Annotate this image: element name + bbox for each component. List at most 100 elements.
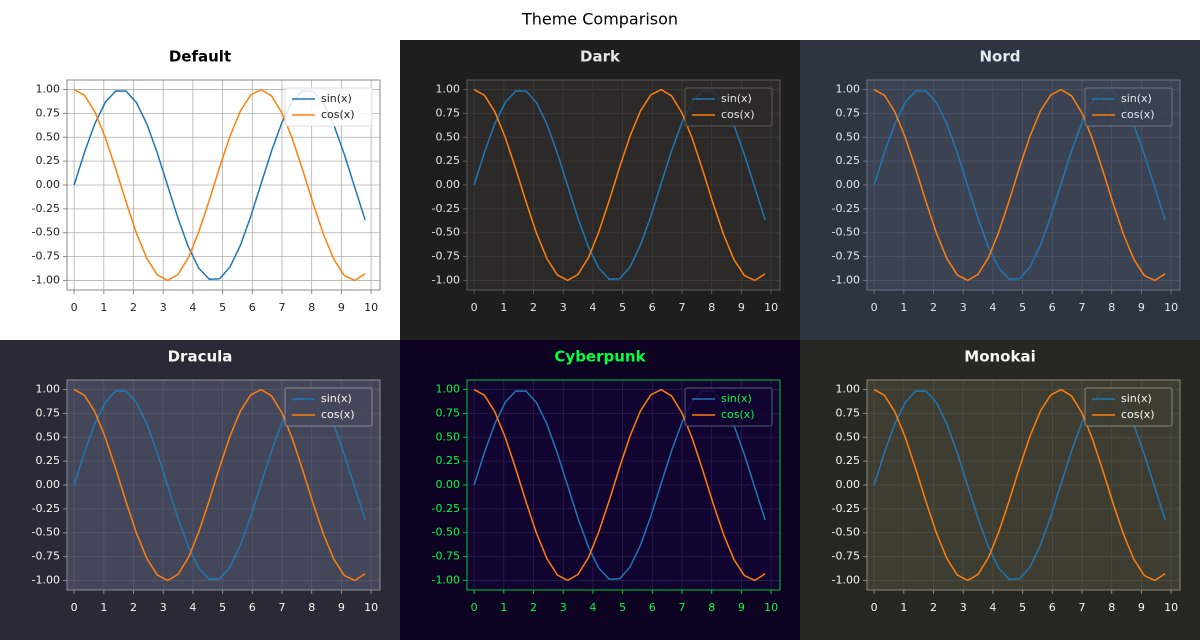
- y-tick-label: -0.25: [32, 202, 60, 215]
- series-line: [473, 388, 766, 582]
- x-tick-label: 5: [619, 601, 626, 614]
- x-tick-label: 5: [619, 301, 626, 314]
- y-tick-label: 0.00: [436, 178, 461, 191]
- x-tick-label: 0: [871, 601, 878, 614]
- legend-label: sin(x): [721, 92, 752, 105]
- chart-title: Monokai: [964, 348, 1035, 366]
- x-tick-label: 0: [71, 601, 78, 614]
- y-tick-label: -0.25: [832, 502, 860, 515]
- x-tick-label: 1: [900, 301, 907, 314]
- x-tick-label: 4: [589, 301, 596, 314]
- x-tick-label: 4: [189, 601, 196, 614]
- x-tick-label: 6: [1049, 301, 1056, 314]
- legend-label: cos(x): [321, 408, 355, 421]
- y-tick-label: 1.00: [36, 83, 61, 96]
- x-tick-label: 6: [249, 301, 256, 314]
- x-tick-label: 0: [471, 601, 478, 614]
- y-tick-label: 0.25: [836, 454, 861, 467]
- y-tick-label: -0.50: [432, 226, 460, 239]
- x-tick-label: 7: [279, 601, 286, 614]
- y-tick-label: 0.25: [436, 154, 461, 167]
- y-tick-label: 0.00: [36, 178, 61, 191]
- y-tick-label: 0.25: [36, 154, 61, 167]
- y-tick-label: 0.00: [836, 478, 861, 491]
- x-tick-label: 9: [738, 301, 745, 314]
- y-tick-label: 1.00: [836, 383, 861, 396]
- legend-box: [1084, 87, 1173, 127]
- series-line: [73, 388, 366, 582]
- y-tick-label: 0.50: [836, 130, 861, 143]
- x-tick-label: 9: [738, 601, 745, 614]
- y-tick-label: -0.75: [432, 250, 460, 263]
- chart-title: Dracula: [168, 348, 233, 366]
- y-tick-label: -1.00: [432, 573, 460, 586]
- x-tick-label: 3: [160, 301, 167, 314]
- x-tick-label: 3: [160, 601, 167, 614]
- x-tick-label: 9: [338, 601, 345, 614]
- legend-label: cos(x): [321, 108, 355, 121]
- y-tick-label: -0.75: [32, 250, 60, 263]
- x-tick-label: 10: [364, 601, 378, 614]
- y-tick-label: -0.25: [832, 202, 860, 215]
- y-tick-label: 0.75: [836, 406, 861, 419]
- x-tick-label: 6: [1049, 601, 1056, 614]
- x-tick-label: 10: [1164, 601, 1178, 614]
- legend-label: cos(x): [1121, 108, 1155, 121]
- y-tick-label: 0.75: [36, 106, 61, 119]
- legend-label: sin(x): [321, 392, 352, 405]
- y-tick-label: -1.00: [32, 573, 60, 586]
- x-tick-label: 7: [679, 301, 686, 314]
- legend-label: cos(x): [721, 108, 755, 121]
- y-tick-label: 0.50: [36, 130, 61, 143]
- x-tick-label: 10: [1164, 301, 1178, 314]
- x-tick-label: 7: [279, 301, 286, 314]
- chart-title: Cyberpunk: [554, 348, 646, 366]
- x-tick-label: 3: [960, 301, 967, 314]
- x-tick-label: 3: [960, 601, 967, 614]
- figure-title: Theme Comparison: [521, 10, 678, 29]
- legend-label: sin(x): [1121, 392, 1152, 405]
- x-tick-label: 0: [471, 301, 478, 314]
- x-tick-label: 1: [100, 601, 107, 614]
- legend-label: cos(x): [1121, 408, 1155, 421]
- legend-box: [1084, 387, 1173, 427]
- legend-box: [284, 387, 373, 427]
- y-tick-label: 0.75: [36, 406, 61, 419]
- y-tick-label: -1.00: [32, 273, 60, 286]
- y-tick-label: 0.25: [436, 454, 461, 467]
- x-tick-label: 6: [649, 301, 656, 314]
- legend-label: cos(x): [721, 408, 755, 421]
- x-tick-label: 10: [764, 301, 778, 314]
- legend-label: sin(x): [321, 92, 352, 105]
- plot-frame: [66, 379, 381, 591]
- x-tick-label: 1: [900, 601, 907, 614]
- x-tick-label: 10: [764, 601, 778, 614]
- series-line: [73, 88, 366, 282]
- y-tick-label: 0.75: [836, 106, 861, 119]
- y-tick-label: 0.75: [436, 406, 461, 419]
- x-tick-label: 8: [1108, 601, 1115, 614]
- x-tick-label: 8: [708, 301, 715, 314]
- y-tick-label: 1.00: [436, 383, 461, 396]
- x-tick-label: 3: [560, 301, 567, 314]
- y-tick-label: -0.50: [32, 526, 60, 539]
- x-tick-label: 2: [530, 601, 537, 614]
- x-tick-label: 9: [338, 301, 345, 314]
- series-line: [873, 88, 1166, 282]
- y-tick-label: 0.50: [36, 430, 61, 443]
- plot-frame: [866, 379, 1181, 591]
- x-tick-label: 7: [679, 601, 686, 614]
- y-tick-label: 0.50: [436, 430, 461, 443]
- x-tick-label: 2: [530, 301, 537, 314]
- y-tick-label: -0.25: [32, 502, 60, 515]
- x-tick-label: 1: [500, 601, 507, 614]
- y-tick-label: -0.50: [832, 526, 860, 539]
- y-tick-label: -0.75: [32, 550, 60, 563]
- plot-frame: [466, 379, 781, 591]
- y-tick-label: -0.75: [832, 550, 860, 563]
- x-tick-label: 4: [989, 301, 996, 314]
- y-tick-label: 0.25: [36, 454, 61, 467]
- x-tick-label: 6: [249, 601, 256, 614]
- plot-frame: [66, 79, 381, 291]
- y-tick-label: -0.75: [832, 250, 860, 263]
